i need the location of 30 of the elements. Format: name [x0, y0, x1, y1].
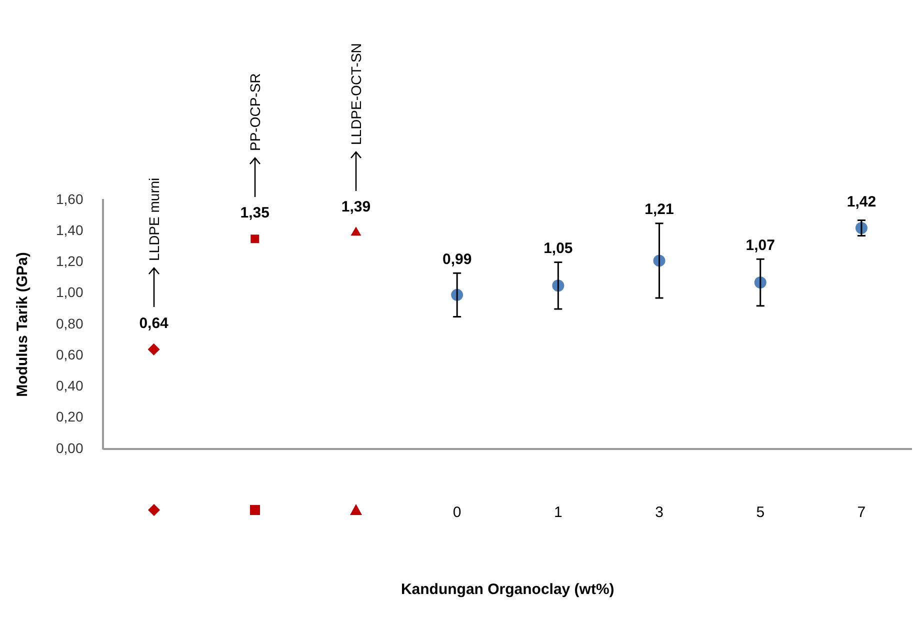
y-tick-label: 0,20	[56, 408, 84, 425]
y-tick-label: 0,40	[56, 378, 84, 394]
y-tick-label: 0,60	[56, 346, 84, 362]
x-tick-label: 3	[655, 504, 664, 522]
text: PP-OCP-SR	[246, 73, 263, 151]
annotation: LLDPE murni	[146, 178, 162, 262]
data-label: 1,21	[644, 200, 674, 218]
y-tick-label: 1,60	[56, 190, 84, 207]
data-label: 1,42	[846, 194, 876, 211]
y-axis-title: Modulus Tarik (GPa)	[14, 252, 32, 397]
y-tick-label: 1,40	[56, 222, 84, 238]
data-label: 1,05	[544, 240, 573, 257]
data-label: 0,99	[442, 250, 472, 268]
point	[148, 343, 160, 356]
data-label: 1,07	[746, 236, 775, 254]
x-tick-label: 0	[452, 504, 462, 522]
y-tick-label: 0,80	[56, 315, 84, 332]
point	[350, 226, 362, 236]
data-label: 1,39	[341, 198, 371, 216]
x-axis-title: Kandungan Organoclay (wt%)	[400, 581, 614, 598]
x-tick-label: 1	[554, 504, 562, 522]
y-tick-label: 0,00	[56, 440, 84, 456]
y-tick-label: 1,00	[56, 284, 84, 300]
x-tick-label: 5	[756, 504, 765, 522]
y-tick-label: 1,20	[56, 253, 84, 270]
text: LLDPE-OCT-SN	[348, 42, 364, 145]
data-label: 0,64	[139, 315, 170, 332]
data-label: 1,35	[240, 204, 270, 222]
x-tick-label: 7	[857, 504, 866, 522]
point	[250, 234, 260, 244]
